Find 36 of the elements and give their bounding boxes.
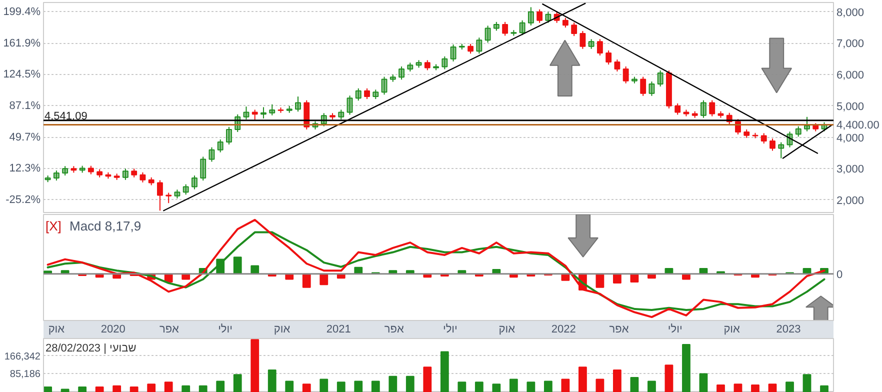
y2-tick-label: 161.9% — [3, 37, 41, 50]
y2-tick-label: 124.5% — [3, 68, 41, 81]
y2-tick-label: 49.7% — [9, 131, 41, 144]
y-tick-label: 7,000 — [836, 38, 864, 50]
annotation: שבועי | 28/02/2023 — [46, 342, 136, 354]
x-tick-label: אוק — [724, 324, 740, 336]
y-tick-label: 5,000 — [836, 100, 864, 113]
x-tick-label: אפר — [384, 324, 404, 336]
x-tick-label: אפר — [159, 324, 180, 336]
x-tick-label: אפר — [609, 324, 629, 336]
x-tick-label: יולי — [668, 324, 682, 336]
y-tick-label: 3,000 — [836, 164, 864, 176]
ref-line-label: 0 — [836, 268, 843, 281]
y-tick-label: 8,000 — [836, 6, 864, 19]
y2-tick-label: 199.4% — [3, 6, 41, 18]
ref-line-label: 4.541.09 — [44, 110, 88, 122]
y-tick-label: 85,186 — [10, 369, 41, 380]
y-tick-label: 4,000 — [836, 132, 864, 144]
x-tick-label: 2022 — [551, 324, 576, 336]
x-tick-label: 2020 — [100, 324, 126, 336]
y-tick-label: 2,000 — [836, 194, 864, 207]
x-tick-label: אוק — [274, 324, 290, 336]
x-tick-label: 2021 — [326, 324, 351, 336]
y2-tick-label: 12.3% — [9, 162, 41, 175]
y2-tick-label: 87.1% — [9, 100, 41, 112]
chart-title: Macd 8,17,9 — [70, 218, 142, 234]
y2-tick-label: -25.2% — [6, 194, 41, 206]
x-tick-label: 2023 — [776, 324, 801, 336]
x-tick-label: יולי — [443, 324, 458, 336]
ref-line-label: 4,400.00 — [836, 120, 880, 132]
x-tick-label: יולי — [218, 324, 232, 336]
y-tick-label: 6,000 — [836, 70, 864, 82]
x-tick-label: אוק — [48, 324, 65, 336]
x-tick-label: אוק — [498, 324, 516, 336]
annotation: [X] — [46, 218, 62, 234]
y-tick-label: 166,342 — [4, 351, 41, 362]
